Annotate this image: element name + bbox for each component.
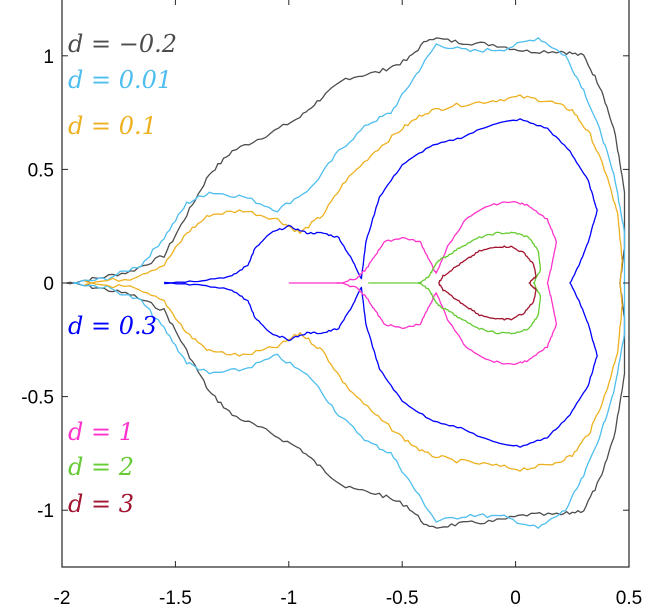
legend-label-3: d = 0.3 [68, 312, 157, 340]
legend-layer: d = −0.2 d = 0.01 d = 0.1 d = 0.3 d = 1 d = 2… [68, 30, 177, 518]
x-tick-label: -1 [280, 588, 297, 609]
series-curve-5 [368, 231, 542, 335]
x-tick-label: 0 [510, 588, 521, 609]
legend-label-0: d = −0.2 [68, 30, 177, 58]
legend-label-4: d = 1 [68, 418, 134, 446]
y-tick-label: 1 [43, 47, 54, 68]
series-curve-3 [164, 118, 598, 448]
ticks-layer [61, 0, 630, 567]
y-tick-label: -1 [37, 501, 54, 522]
x-tick-label: -0.5 [386, 588, 419, 609]
legend-label-1: d = 0.01 [68, 66, 172, 94]
tick-labels-layer: -2 -1.5 -1 -0.5 0 0.5 1 0.5 0 -0.5 -1 [21, 47, 642, 609]
series-curve-4 [288, 200, 558, 366]
x-tick-label: 0.5 [616, 588, 642, 609]
x-tick-label: -1.5 [159, 588, 192, 609]
y-tick-label: -0.5 [21, 388, 54, 409]
y-tick-label: 0 [43, 274, 54, 295]
series-curve-2 [84, 94, 623, 472]
legend-label-5: d = 2 [68, 453, 134, 481]
series-curve-6 [438, 245, 537, 321]
legend-label-2: d = 0.1 [68, 112, 157, 140]
x-tick-label: -2 [54, 588, 71, 609]
y-tick-label: 0.5 [28, 160, 54, 181]
legend-label-6: d = 3 [68, 490, 134, 518]
